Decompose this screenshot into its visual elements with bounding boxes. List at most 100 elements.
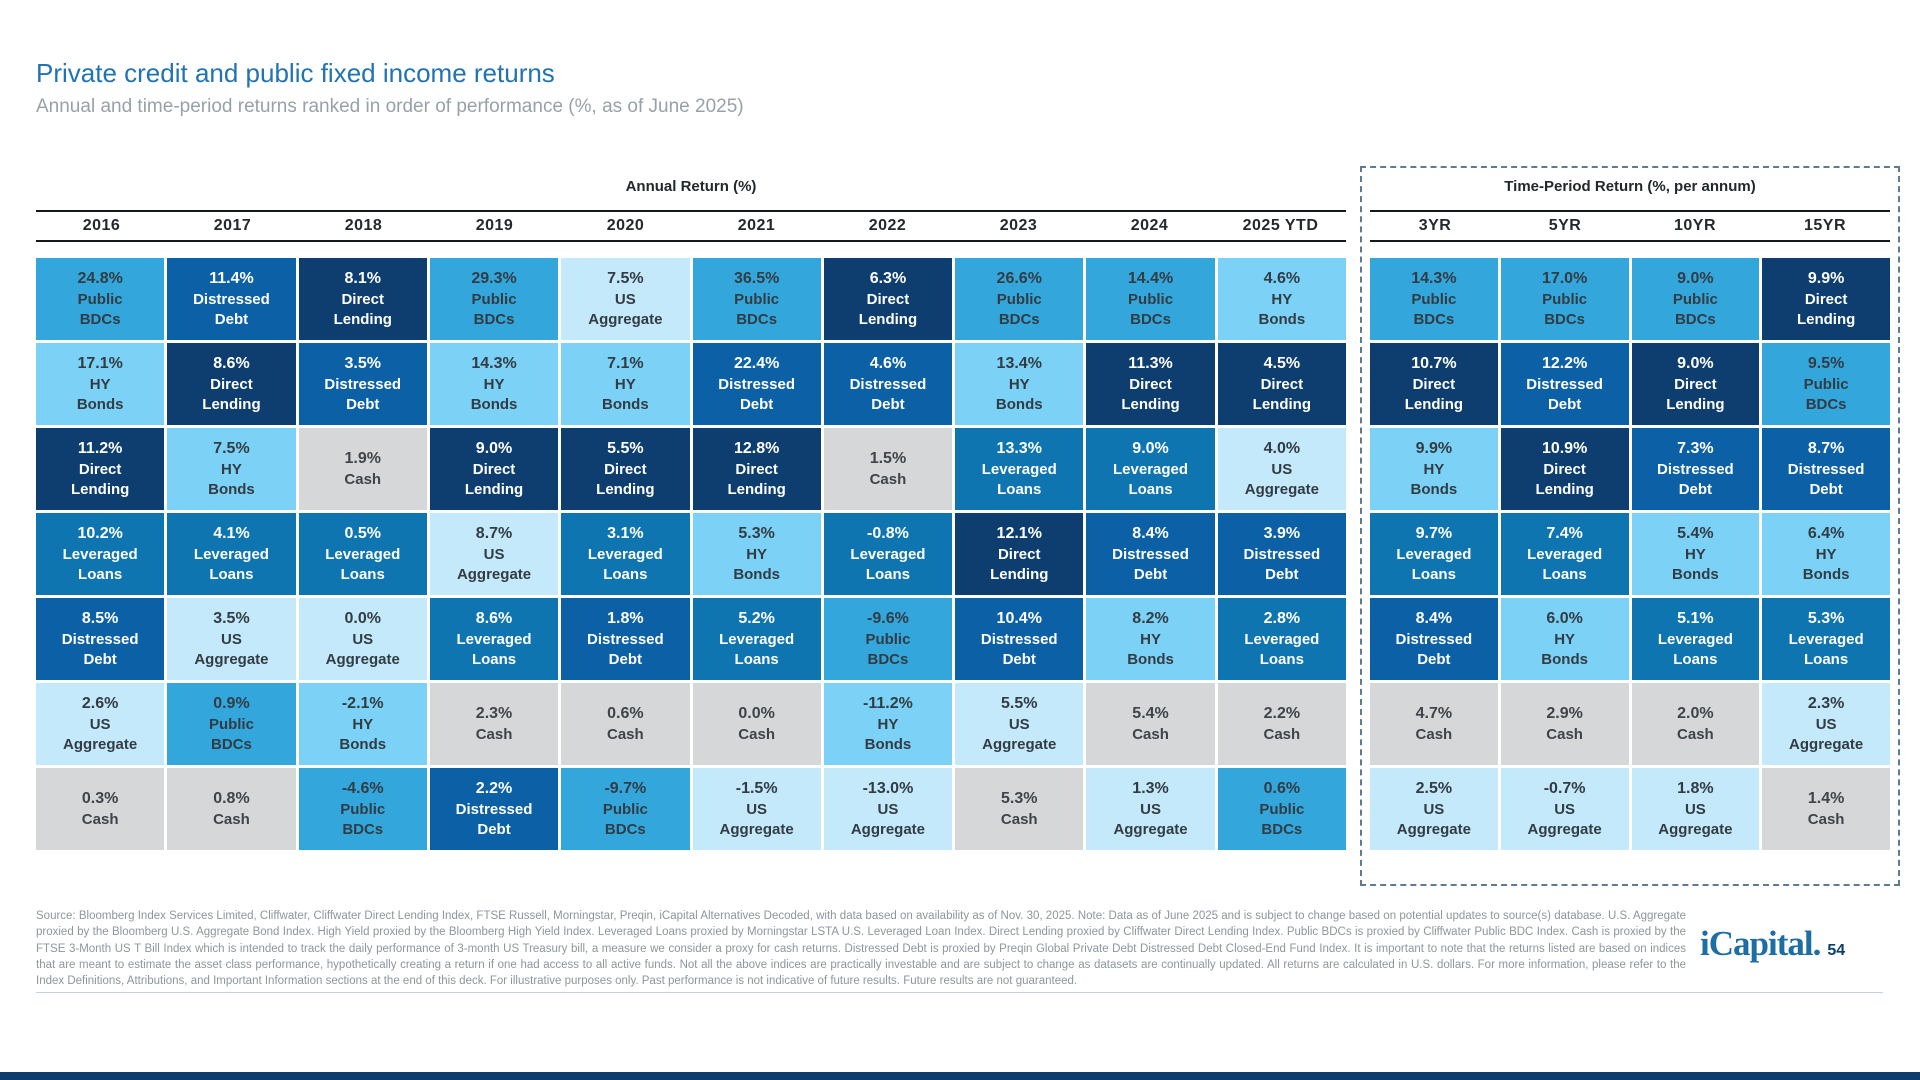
asset-class-label: Leveraged Loans xyxy=(1244,631,1320,668)
column-header: 15YR xyxy=(1803,217,1847,234)
footer-divider xyxy=(36,992,1883,993)
asset-class-label: Leveraged Loans xyxy=(981,461,1057,498)
asset-class-label: US Aggregate xyxy=(325,631,400,668)
asset-class-label: Public BDCs xyxy=(1803,376,1849,413)
page-subtitle: Annual and time-period returns ranked in… xyxy=(36,96,744,117)
asset-class-label: HY Bonds xyxy=(1672,546,1719,583)
return-value: 10.7% xyxy=(1411,355,1457,372)
asset-class-label: US Aggregate xyxy=(1396,801,1471,838)
return-value: 1.3% xyxy=(1132,780,1169,797)
asset-class-label: Direct Lending xyxy=(1796,291,1856,328)
return-value: 7.3% xyxy=(1677,440,1714,457)
return-cell: 5.3% HY Bonds xyxy=(692,513,821,595)
asset-class-label: Cash xyxy=(1000,810,1038,828)
return-value: 9.9% xyxy=(1807,270,1845,287)
return-value: 10.4% xyxy=(996,610,1042,627)
asset-class-label: Cash xyxy=(738,725,775,743)
return-cell: 5.4% HY Bonds xyxy=(1631,513,1760,595)
column-header: 2025 YTD xyxy=(1242,217,1319,234)
return-value: 12.1% xyxy=(996,525,1042,542)
return-cell: 4.6% HY Bonds xyxy=(1217,258,1346,340)
return-cell: 0.8% Cash xyxy=(167,768,296,850)
time-period-return-panel: Time-Period Return (%, per annum) 3YR 5YR… xyxy=(1360,166,1900,886)
page-title: Private credit and public fixed income r… xyxy=(36,58,555,88)
asset-class-label: US Aggregate xyxy=(719,801,794,838)
time-period-grid: 14.3% Public BDCs 17.0% Public BDCs 9.0% Publ… xyxy=(1370,258,1890,850)
return-cell: 1.5% Cash xyxy=(823,428,953,510)
asset-class-label: Leveraged Loans xyxy=(719,631,795,668)
asset-class-label: Distressed Debt xyxy=(455,801,533,838)
return-value: -13.0% xyxy=(862,780,914,797)
return-value: 0.0% xyxy=(344,610,381,627)
asset-class-label: HY Bonds xyxy=(1127,631,1174,668)
return-value: 8.1% xyxy=(344,270,381,287)
asset-class-label: Direct Lending xyxy=(596,461,655,498)
return-value: -9.7% xyxy=(604,780,647,797)
asset-class-label: HY Bonds xyxy=(733,546,780,583)
asset-class-label: Direct Lending xyxy=(464,461,524,498)
asset-class-label: Leveraged Loans xyxy=(587,546,663,583)
return-cell: 10.7% Direct Lending xyxy=(1370,343,1498,425)
column-header: 3YR xyxy=(1418,217,1452,234)
return-value: 4.0% xyxy=(1263,440,1301,457)
asset-class-label: Distressed Debt xyxy=(980,631,1058,668)
return-cell: 12.2% Distressed Debt xyxy=(1500,343,1629,425)
return-value: 8.4% xyxy=(1132,525,1169,542)
return-cell: 2.0% Cash xyxy=(1631,683,1760,765)
return-cell: 26.6% Public BDCs xyxy=(955,258,1084,340)
return-cell: -0.8% Leveraged Loans xyxy=(823,513,953,595)
return-value: 7.1% xyxy=(607,355,644,372)
asset-class-label: Cash xyxy=(607,725,644,743)
return-cell: 11.2% Direct Lending xyxy=(36,428,165,510)
column-header: 2018 xyxy=(344,217,383,234)
return-cell: 0.5% Leveraged Loans xyxy=(298,513,427,595)
return-cell: 12.8% Direct Lending xyxy=(692,428,821,510)
return-cell: 14.4% Public BDCs xyxy=(1086,258,1215,340)
return-cell: 7.1% HY Bonds xyxy=(561,343,690,425)
asset-class-label: US Aggregate xyxy=(63,716,138,753)
asset-class-label: Public BDCs xyxy=(1672,291,1718,328)
return-value: -4.6% xyxy=(341,780,384,797)
return-cell: 9.0% Leveraged Loans xyxy=(1086,428,1215,510)
return-value: 2.5% xyxy=(1415,780,1453,797)
return-value: 2.6% xyxy=(81,695,119,712)
return-value: 8.7% xyxy=(475,525,513,542)
return-value: 2.3% xyxy=(1807,695,1845,712)
return-cell: 5.2% Leveraged Loans xyxy=(692,598,821,680)
return-value: 8.5% xyxy=(81,610,119,627)
asset-class-label: Cash xyxy=(1546,725,1583,743)
column-header: 2016 xyxy=(82,217,121,234)
return-cell: 9.7% Leveraged Loans xyxy=(1370,513,1498,595)
return-value: 11.2% xyxy=(77,440,123,457)
asset-class-label: US Aggregate xyxy=(850,801,926,838)
asset-class-label: Direct Lending xyxy=(727,461,786,498)
return-value: 12.8% xyxy=(733,440,780,457)
asset-class-label: Distressed Debt xyxy=(193,291,270,328)
return-value: 2.9% xyxy=(1546,704,1583,722)
return-cell: 2.5% US Aggregate xyxy=(1370,768,1498,850)
source-footnote: Source: Bloomberg Index Services Limited… xyxy=(36,910,1686,988)
return-cell: 10.4% Distressed Debt xyxy=(955,598,1084,680)
return-value: 13.4% xyxy=(996,355,1042,372)
return-value: 5.4% xyxy=(1132,704,1169,722)
asset-class-label: Public BDCs xyxy=(471,291,517,328)
return-cell: 8.6% Leveraged Loans xyxy=(429,598,559,680)
asset-class-label: US Aggregate xyxy=(1244,461,1319,498)
asset-class-label: Leveraged Loans xyxy=(1788,631,1864,668)
return-value: 7.5% xyxy=(607,270,644,287)
return-cell: 1.8% Distressed Debt xyxy=(561,598,690,680)
return-value: 0.5% xyxy=(344,525,381,542)
asset-class-label: HY Bonds xyxy=(864,716,912,753)
asset-class-label: US Aggregate xyxy=(1527,801,1602,838)
return-value: 7.4% xyxy=(1546,525,1583,542)
column-header: 2019 xyxy=(475,217,514,234)
asset-class-label: Leveraged Loans xyxy=(1113,461,1189,498)
return-cell: 8.6% Direct Lending xyxy=(167,343,296,425)
asset-class-label: Distressed Debt xyxy=(586,631,664,668)
return-value: 0.8% xyxy=(213,789,250,807)
asset-class-label: Public BDCs xyxy=(1259,801,1305,838)
return-value: 4.6% xyxy=(1263,270,1301,287)
annual-return-table: Annual Return (%) 2016 2017 2018 2019 2020 20… xyxy=(36,178,1346,850)
return-value: 13.3% xyxy=(996,440,1042,457)
return-cell: 2.8% Leveraged Loans xyxy=(1217,598,1346,680)
